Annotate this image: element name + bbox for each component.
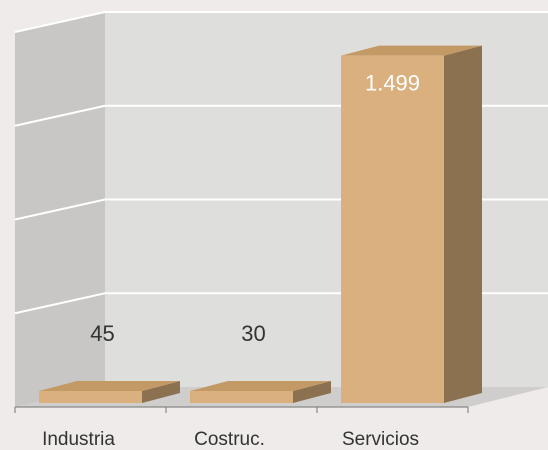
chart-bars [39, 45, 482, 403]
bar [341, 45, 482, 403]
data-label: 1.499 [365, 71, 420, 96]
bar-front-face [190, 391, 293, 403]
bar-side-face [444, 45, 482, 403]
bar [190, 381, 331, 403]
gridline [14, 11, 548, 33]
data-label: 45 [90, 321, 114, 346]
x-axis [14, 406, 469, 413]
bar-side-face [142, 381, 180, 403]
x-tick-label: Costruc. [194, 429, 265, 450]
bar-top-face [190, 381, 331, 391]
x-tick-label: Servicios [342, 429, 419, 450]
bar [39, 381, 180, 403]
bar-top-face [341, 45, 482, 56]
x-tick-label: Industria [42, 429, 115, 450]
bar-front-face [39, 391, 142, 403]
data-label: 30 [241, 321, 265, 346]
chart-labels: 45 Industria 30 Costruc. 1.499 Servicios [42, 71, 420, 450]
bar-top-face [39, 381, 180, 391]
bar-front-face [341, 55, 444, 403]
bar-side-face [293, 381, 331, 403]
